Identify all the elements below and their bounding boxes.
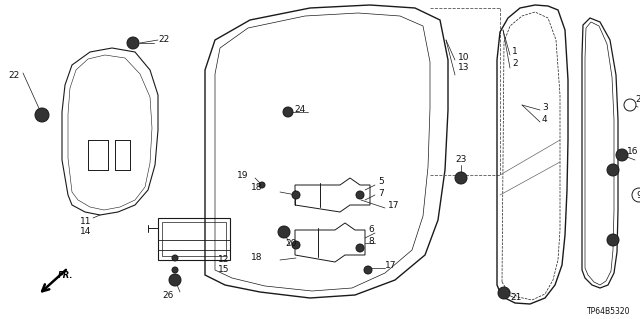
- Text: 17: 17: [385, 261, 397, 270]
- Circle shape: [607, 164, 619, 176]
- Circle shape: [278, 226, 290, 238]
- Text: 9: 9: [636, 190, 640, 199]
- Text: 8: 8: [368, 238, 374, 247]
- Text: 13: 13: [458, 63, 470, 72]
- Text: 22: 22: [158, 35, 169, 44]
- Text: 6: 6: [368, 226, 374, 234]
- Circle shape: [259, 182, 265, 188]
- Text: 10: 10: [458, 53, 470, 62]
- Circle shape: [292, 241, 300, 249]
- Text: 14: 14: [80, 226, 92, 235]
- Text: 19: 19: [237, 170, 248, 180]
- Text: 1: 1: [512, 48, 518, 56]
- Circle shape: [624, 99, 636, 111]
- Text: 4: 4: [542, 115, 548, 123]
- Text: 3: 3: [542, 102, 548, 112]
- Circle shape: [35, 108, 49, 122]
- Circle shape: [498, 287, 510, 299]
- Text: 24: 24: [294, 106, 305, 115]
- Text: 22: 22: [8, 70, 19, 79]
- Text: 18: 18: [250, 183, 262, 192]
- Text: FR.: FR.: [58, 271, 74, 280]
- Text: 18: 18: [250, 254, 262, 263]
- Text: 7: 7: [378, 189, 384, 198]
- Text: 21: 21: [510, 293, 522, 302]
- Text: 15: 15: [218, 265, 230, 275]
- Circle shape: [455, 172, 467, 184]
- Text: 20: 20: [285, 239, 296, 248]
- Circle shape: [127, 37, 139, 49]
- Circle shape: [616, 149, 628, 161]
- Text: 12: 12: [218, 256, 229, 264]
- Text: 17: 17: [388, 201, 399, 210]
- Text: 23: 23: [455, 155, 467, 165]
- Circle shape: [172, 267, 178, 273]
- Circle shape: [632, 188, 640, 202]
- Text: TP64B5320: TP64B5320: [587, 308, 630, 316]
- Circle shape: [607, 234, 619, 246]
- Text: 16: 16: [627, 147, 639, 157]
- Text: 2: 2: [512, 58, 518, 68]
- Circle shape: [364, 266, 372, 274]
- Text: 5: 5: [378, 177, 384, 187]
- Circle shape: [169, 274, 181, 286]
- Circle shape: [356, 244, 364, 252]
- Circle shape: [356, 191, 364, 199]
- Text: 26: 26: [162, 291, 173, 300]
- Text: 11: 11: [80, 218, 92, 226]
- Circle shape: [172, 255, 178, 261]
- Text: 25: 25: [635, 95, 640, 105]
- Circle shape: [292, 191, 300, 199]
- Circle shape: [283, 107, 293, 117]
